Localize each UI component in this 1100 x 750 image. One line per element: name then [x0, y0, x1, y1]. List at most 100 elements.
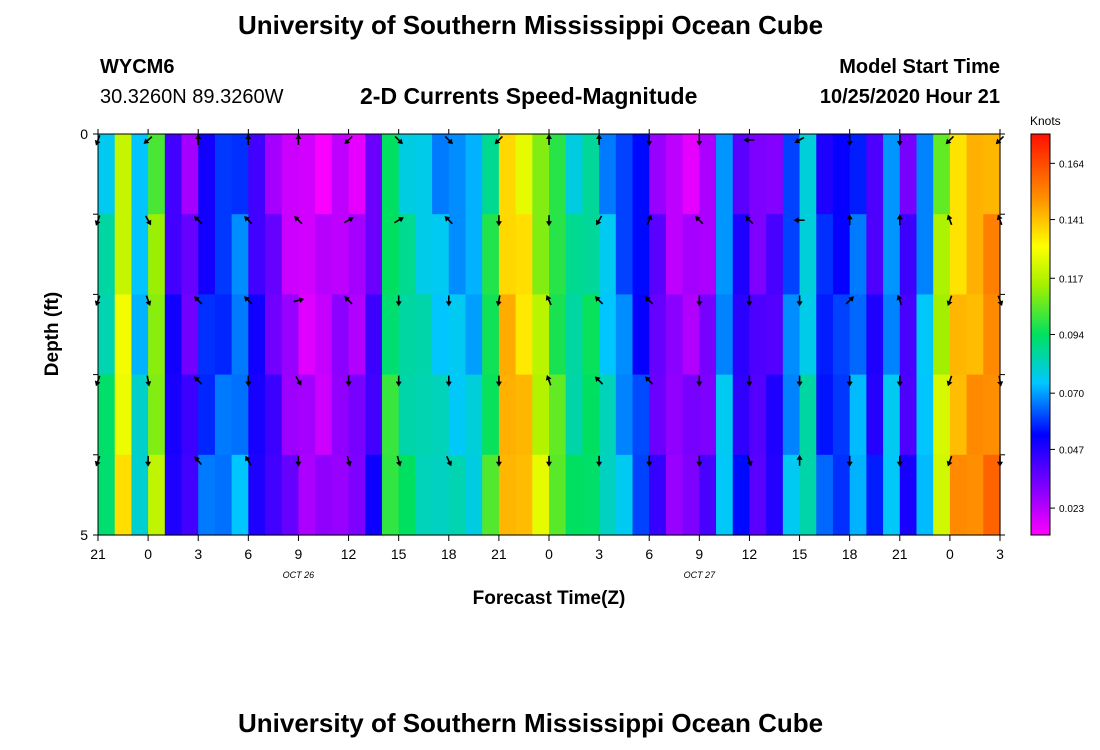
current-arrow	[746, 455, 753, 467]
heatmap-cell	[131, 454, 149, 536]
current-arrow	[696, 295, 703, 307]
heatmap-cell	[381, 374, 400, 456]
heatmap-cell	[782, 214, 801, 295]
heatmap-cell	[265, 214, 283, 295]
heatmap-cell	[949, 134, 968, 215]
y-tick-label: 0	[80, 126, 88, 142]
heatmap-cell	[164, 134, 183, 215]
current-arrow	[746, 375, 753, 387]
heatmap-cell	[532, 294, 550, 376]
heatmap-cell	[966, 454, 984, 536]
heatmap-cells	[98, 134, 1001, 536]
heatmap-cell	[799, 214, 817, 295]
heatmap-cell	[498, 294, 517, 376]
heatmap-cell	[98, 134, 116, 215]
heatmap-cell	[749, 214, 767, 295]
current-arrow	[445, 295, 452, 307]
heatmap-cell	[114, 294, 132, 376]
current-arrow	[343, 217, 354, 224]
heatmap-cell	[415, 294, 433, 376]
heatmap-cell	[916, 454, 934, 536]
heatmap-cell	[983, 454, 1001, 536]
heatmap-cell	[515, 294, 533, 376]
heatmap-cell	[749, 374, 767, 456]
heatmap-cell	[331, 374, 350, 456]
heatmap-cell	[131, 214, 149, 295]
heatmap-cell	[615, 294, 634, 376]
heatmap-cell	[966, 294, 984, 376]
current-arrow	[646, 455, 653, 467]
colorbar-gradient	[1030, 133, 1051, 536]
current-arrow	[393, 217, 404, 224]
current-arrow	[344, 135, 353, 145]
x-axis: 21 0 3 6 9 12 15 18 21 0 3 6 9 12 15 18 21 0 3 OCT 26 OCT 27	[90, 129, 1004, 580]
heatmap-cell	[164, 374, 183, 456]
heatmap-cell	[331, 214, 350, 295]
x-tick-label: 12	[341, 546, 357, 562]
heatmap-cell	[348, 214, 366, 295]
heatmap-cell	[799, 374, 817, 456]
heatmap-cell	[549, 214, 567, 295]
current-arrow	[546, 215, 552, 227]
heatmap-cell	[315, 374, 333, 456]
heatmap-cell	[732, 214, 751, 295]
current-arrow	[594, 296, 604, 305]
heatmap-cell	[599, 454, 617, 536]
x-tick-label: 15	[391, 546, 407, 562]
heatmap-cell	[532, 214, 550, 295]
heatmap-cell	[816, 374, 834, 456]
heatmap-cell	[832, 294, 851, 376]
heatmap-cell	[665, 294, 684, 376]
heatmap-cell	[248, 214, 266, 295]
current-arrow	[846, 214, 853, 226]
current-arrow	[696, 455, 703, 467]
current-arrow	[946, 295, 953, 307]
heatmap-cell	[348, 374, 366, 456]
current-arrow	[946, 375, 953, 387]
heatmap-cell	[331, 454, 350, 536]
heatmap-cell	[432, 214, 450, 295]
heatmap-cell	[699, 214, 717, 295]
heatmap-cell	[432, 134, 450, 215]
x-tick-label: 9	[295, 546, 303, 562]
x-tick-label: 3	[194, 546, 202, 562]
current-arrow	[743, 137, 755, 143]
heatmap-cell	[331, 294, 350, 376]
date-label: OCT 26	[283, 570, 315, 580]
heatmap-cell	[899, 374, 918, 456]
current-arrows	[94, 134, 1005, 467]
heatmap-cell	[565, 294, 583, 376]
x-tick-label: 21	[892, 546, 908, 562]
current-arrow	[695, 215, 704, 225]
heatmap-cell	[615, 374, 634, 456]
heatmap-cell	[482, 134, 500, 215]
heatmap-cell	[582, 214, 600, 295]
heatmap-cell	[933, 134, 951, 215]
heatmap-cell	[214, 454, 233, 536]
heatmap-cell	[315, 454, 333, 536]
current-arrow	[245, 134, 252, 145]
heatmap-cell	[214, 214, 233, 295]
colorbar-tick-label: 0.023	[1059, 504, 1084, 515]
station-coords: 30.3260N 89.3260W	[100, 86, 284, 108]
heatmap-cell	[515, 374, 533, 456]
current-arrow	[444, 215, 453, 225]
heatmap-cell	[265, 134, 283, 215]
heatmap-cell	[933, 454, 951, 536]
heatmap-cell	[983, 294, 1001, 376]
heatmap-cell	[866, 374, 884, 456]
current-arrow	[444, 135, 454, 145]
x-tick-label: 9	[695, 546, 703, 562]
heatmap-cell	[782, 454, 801, 536]
heatmap-cell	[849, 374, 867, 456]
heatmap-cell	[933, 374, 951, 456]
page-title-bottom: University of Southern Mississippi Ocean…	[238, 708, 824, 738]
heatmap-cell	[515, 454, 533, 536]
heatmap-cell	[615, 454, 634, 536]
heatmap-cell	[766, 374, 784, 456]
heatmap-cell	[281, 214, 300, 295]
current-arrow	[494, 135, 504, 145]
current-arrow	[294, 215, 303, 225]
heatmap-cell	[949, 214, 968, 295]
current-arrow	[545, 294, 552, 306]
